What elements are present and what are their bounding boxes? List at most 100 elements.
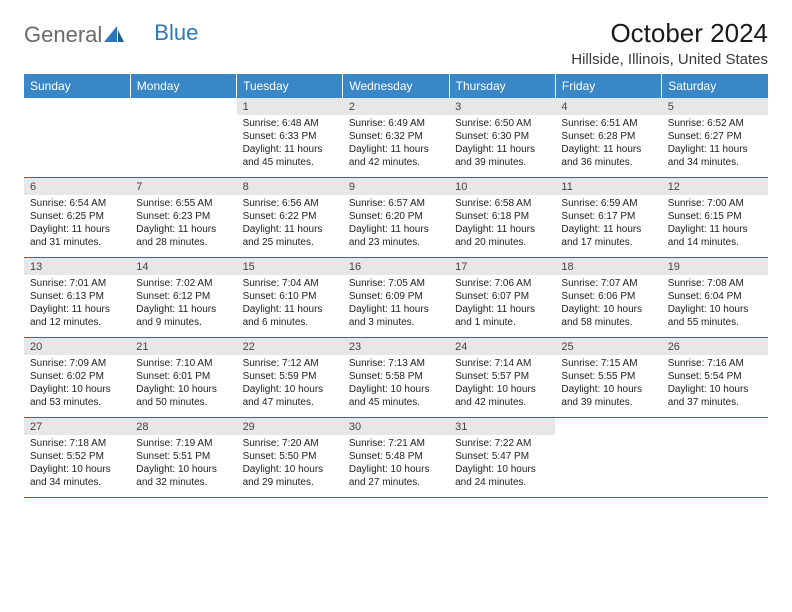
day-cell-text: Sunrise: 7:09 AMSunset: 6:02 PMDaylight:…	[30, 357, 124, 409]
day-cell-line: Daylight: 10 hours	[30, 463, 124, 476]
daynum-cell: 26	[662, 338, 768, 356]
day-cell-text: Sunrise: 7:04 AMSunset: 6:10 PMDaylight:…	[243, 277, 337, 329]
day-cell-line: Sunset: 5:51 PM	[136, 450, 230, 463]
calendar-page: General Blue October 2024 Hillside, Illi…	[0, 0, 792, 508]
sail-icon	[104, 26, 124, 44]
day-cell-line: Sunset: 6:22 PM	[243, 210, 337, 223]
brand-logo: General Blue	[24, 18, 198, 48]
day-cell-line: Daylight: 10 hours	[136, 383, 230, 396]
day-cell-line: Sunrise: 6:59 AM	[561, 197, 655, 210]
day-cell-text: Sunrise: 7:02 AMSunset: 6:12 PMDaylight:…	[136, 277, 230, 329]
day-cell-text: Sunrise: 6:51 AMSunset: 6:28 PMDaylight:…	[561, 117, 655, 169]
daynum-cell: 27	[24, 418, 130, 436]
day-cell-line: Sunset: 6:13 PM	[30, 290, 124, 303]
day-cell-line: and 9 minutes.	[136, 316, 230, 329]
day-cell: Sunrise: 6:56 AMSunset: 6:22 PMDaylight:…	[237, 195, 343, 258]
day-cell-line: Sunrise: 7:01 AM	[30, 277, 124, 290]
day-cell-line: Sunrise: 6:58 AM	[455, 197, 549, 210]
bottom-rule	[24, 498, 768, 499]
day-cell-line: and 50 minutes.	[136, 396, 230, 409]
day-cell: Sunrise: 7:14 AMSunset: 5:57 PMDaylight:…	[449, 355, 555, 418]
day-cell-line: and 23 minutes.	[349, 236, 443, 249]
daynum-cell: 8	[237, 178, 343, 196]
day-cell-line: Sunrise: 7:22 AM	[455, 437, 549, 450]
day-cell-line: Sunset: 6:09 PM	[349, 290, 443, 303]
day-cell-line: Daylight: 11 hours	[455, 223, 549, 236]
day-cell-line: and 39 minutes.	[561, 396, 655, 409]
day-cell-line: and 27 minutes.	[349, 476, 443, 489]
day-cell-text: Sunrise: 6:52 AMSunset: 6:27 PMDaylight:…	[668, 117, 762, 169]
day-cell: Sunrise: 7:21 AMSunset: 5:48 PMDaylight:…	[343, 435, 449, 498]
daynum-cell: 5	[662, 98, 768, 115]
daynum-cell: 9	[343, 178, 449, 196]
day-cell-line: Daylight: 11 hours	[668, 143, 762, 156]
daynum-row: 20212223242526	[24, 338, 768, 356]
day-cell-line: Daylight: 10 hours	[561, 383, 655, 396]
day-cell-line: Sunset: 6:27 PM	[668, 130, 762, 143]
day-cell-line: Sunset: 6:12 PM	[136, 290, 230, 303]
day-cell	[662, 435, 768, 498]
day-cell-text: Sunrise: 7:14 AMSunset: 5:57 PMDaylight:…	[455, 357, 549, 409]
day-cell-line: Sunset: 5:59 PM	[243, 370, 337, 383]
daynum-cell: 2	[343, 98, 449, 115]
day-cell-line: Daylight: 11 hours	[561, 223, 655, 236]
daynum-cell	[130, 98, 236, 115]
day-cell-text: Sunrise: 7:00 AMSunset: 6:15 PMDaylight:…	[668, 197, 762, 249]
day-cell-text: Sunrise: 7:21 AMSunset: 5:48 PMDaylight:…	[349, 437, 443, 489]
day-cell: Sunrise: 6:57 AMSunset: 6:20 PMDaylight:…	[343, 195, 449, 258]
daynum-cell: 6	[24, 178, 130, 196]
day-cell-line: Sunrise: 7:05 AM	[349, 277, 443, 290]
rule-cell	[24, 498, 130, 499]
daynum-cell: 17	[449, 258, 555, 276]
day-cell-line: Sunrise: 6:50 AM	[455, 117, 549, 130]
day-cell: Sunrise: 6:52 AMSunset: 6:27 PMDaylight:…	[662, 115, 768, 178]
daynum-cell: 13	[24, 258, 130, 276]
day-cell-line: and 36 minutes.	[561, 156, 655, 169]
dow-cell: Monday	[130, 74, 236, 98]
daynum-cell: 22	[237, 338, 343, 356]
rule-cell	[237, 498, 343, 499]
day-cell-line: Sunrise: 7:02 AM	[136, 277, 230, 290]
day-cell-line: Sunset: 5:48 PM	[349, 450, 443, 463]
day-cell-text: Sunrise: 7:06 AMSunset: 6:07 PMDaylight:…	[455, 277, 549, 329]
month-title: October 2024	[571, 18, 768, 49]
daynum-row: 6789101112	[24, 178, 768, 196]
daynum-cell: 14	[130, 258, 236, 276]
day-cell-line: and 45 minutes.	[349, 396, 443, 409]
day-cell-text: Sunrise: 6:57 AMSunset: 6:20 PMDaylight:…	[349, 197, 443, 249]
day-cell: Sunrise: 7:15 AMSunset: 5:55 PMDaylight:…	[555, 355, 661, 418]
dow-cell: Wednesday	[343, 74, 449, 98]
day-cell-line: Sunset: 5:47 PM	[455, 450, 549, 463]
day-cell: Sunrise: 6:50 AMSunset: 6:30 PMDaylight:…	[449, 115, 555, 178]
day-cell-line: and 39 minutes.	[455, 156, 549, 169]
day-cell-line: Sunrise: 7:04 AM	[243, 277, 337, 290]
day-cell: Sunrise: 7:13 AMSunset: 5:58 PMDaylight:…	[343, 355, 449, 418]
day-cell-line: Sunrise: 7:19 AM	[136, 437, 230, 450]
day-cell-line: Daylight: 10 hours	[136, 463, 230, 476]
calendar-table: SundayMondayTuesdayWednesdayThursdayFrid…	[24, 74, 768, 498]
day-cell-line: Daylight: 11 hours	[668, 223, 762, 236]
day-cell: Sunrise: 7:10 AMSunset: 6:01 PMDaylight:…	[130, 355, 236, 418]
day-cell-line: Sunset: 5:54 PM	[668, 370, 762, 383]
daynum-cell: 31	[449, 418, 555, 436]
day-cell-line: Daylight: 10 hours	[455, 383, 549, 396]
daynum-cell	[662, 418, 768, 436]
day-cell: Sunrise: 6:49 AMSunset: 6:32 PMDaylight:…	[343, 115, 449, 178]
day-cell-line: Daylight: 11 hours	[455, 143, 549, 156]
day-cell-line: Sunset: 5:55 PM	[561, 370, 655, 383]
day-cell-line: and 1 minute.	[455, 316, 549, 329]
rule-cell	[449, 498, 555, 499]
day-cell: Sunrise: 7:12 AMSunset: 5:59 PMDaylight:…	[237, 355, 343, 418]
day-cell: Sunrise: 7:01 AMSunset: 6:13 PMDaylight:…	[24, 275, 130, 338]
day-cell-line: Sunset: 6:20 PM	[349, 210, 443, 223]
daynum-cell: 24	[449, 338, 555, 356]
day-cell: Sunrise: 7:09 AMSunset: 6:02 PMDaylight:…	[24, 355, 130, 418]
day-cell-text: Sunrise: 7:10 AMSunset: 6:01 PMDaylight:…	[136, 357, 230, 409]
day-cell-line: and 45 minutes.	[243, 156, 337, 169]
day-cell-line: Daylight: 10 hours	[243, 463, 337, 476]
daynum-cell: 20	[24, 338, 130, 356]
day-cell-line: and 6 minutes.	[243, 316, 337, 329]
day-cell-line: Daylight: 11 hours	[455, 303, 549, 316]
day-cell-line: and 31 minutes.	[30, 236, 124, 249]
day-cell-line: Sunrise: 7:00 AM	[668, 197, 762, 210]
